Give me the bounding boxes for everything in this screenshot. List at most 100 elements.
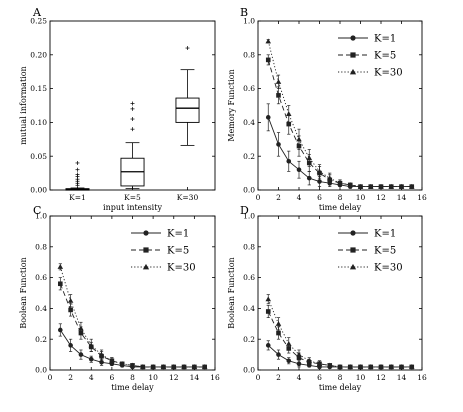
data-point [286,121,292,127]
y-tick-label: 0.0 [243,366,255,375]
data-point [357,183,364,189]
panel-letter: B [240,6,248,19]
x-tick-label: 8 [130,373,135,382]
y-tick-label: 1.0 [35,212,47,221]
box-1 [65,160,90,191]
legend: K=1 K=5 K=30 [338,229,403,274]
series-k-1 [265,103,415,189]
panel-b: 0.0 0.2 0.4 0.6 0.8 1.0 0 2 4 6 8 10 12 14 16 K=1 K=5 K=3… [227,6,427,212]
legend-marker [350,247,356,253]
y-tick-label: 0.8 [243,50,255,59]
data-point [326,175,333,181]
legend-marker [350,52,356,58]
series-k-1 [58,323,207,370]
data-point [286,358,292,364]
data-point [337,364,343,369]
y-tick-label: 0.0 [35,366,47,375]
data-point [68,307,73,313]
data-point [276,352,281,357]
data-point [67,297,74,303]
x-tick-label: 14 [397,373,407,382]
series-line [59,329,205,368]
data-point [296,167,302,173]
series-k-30 [265,38,415,189]
x-axis-label: time delay [319,203,362,212]
y-tick-label: 0.0 [243,186,255,195]
legend-label: K=5 [374,246,396,257]
series-line [267,117,412,188]
box-3 [175,46,200,146]
data-point [265,309,271,314]
y-tick-label: 0.2 [243,152,255,161]
legend: K=1 K=5 K=30 [338,34,403,79]
legend-label: K=30 [167,263,196,274]
data-point [276,330,281,336]
panel-a: 0.00 0.05 0.10 0.15 0.20 0.25 K=1 K=5 K=30 Ainput… [19,6,216,212]
outlier-marker [130,117,135,122]
data-point [326,362,333,368]
outlier-marker [130,127,135,132]
y-tick-label: 0.00 [30,186,47,195]
y-tick-label: 0.15 [30,84,47,93]
x-tick-label: 10 [148,373,158,382]
legend-marker [350,230,356,236]
x-tick-label: K=1 [69,193,86,202]
data-point [285,341,292,346]
data-point [109,358,115,363]
series-k-30 [265,294,415,369]
y-tick-label: 0.6 [243,273,255,282]
plot-frame [49,215,216,371]
y-tick-label: 0.25 [30,17,47,26]
data-point [191,364,198,369]
y-tick-label: 0.2 [35,335,47,344]
data-point [398,183,405,189]
x-tick-label: 2 [68,373,73,382]
outlier-marker [75,167,80,172]
y-tick-label: 0.20 [30,50,47,59]
legend-marker [143,247,149,253]
x-tick-label: 14 [397,193,407,202]
data-point [160,364,167,369]
legend-label: K=1 [374,229,396,240]
legend-label: K=1 [167,229,189,240]
x-axis-label: time delay [111,383,154,392]
data-point [68,343,73,348]
legend-label: K=1 [374,34,396,45]
data-point [316,361,323,366]
data-point [129,362,136,368]
data-point [285,111,292,117]
x-tick-label: 4 [89,373,94,382]
x-tick-label: 0 [256,193,261,202]
y-tick-label: 0.8 [35,242,47,251]
plot-frame [257,215,423,371]
legend-marker [143,230,149,236]
x-axis-label: time delay [319,383,362,392]
data-point [276,142,281,147]
legend-label: K=30 [374,68,403,79]
series-line [59,266,205,368]
legend-marker [349,263,357,270]
data-point [98,351,105,357]
data-point [347,364,354,369]
data-point [181,364,187,369]
outlier-marker [130,106,135,111]
x-tick-label: 8 [338,193,343,202]
data-point [367,364,374,369]
data-point [306,358,313,363]
x-tick-label: 4 [297,193,302,202]
legend-label: K=5 [374,51,396,62]
data-point [265,343,271,348]
data-point [201,364,208,369]
x-tick-label: 16 [417,373,427,382]
x-tick-label: 0 [48,373,53,382]
x-tick-label: K=5 [124,193,141,202]
panel-letter: A [32,6,42,19]
data-point [140,364,146,369]
plot-frame [257,20,423,191]
data-point [388,364,395,369]
data-point [296,361,302,367]
data-point [265,115,271,120]
x-tick-label: 10 [356,373,366,382]
data-point [265,57,271,63]
y-tick-label: 1.0 [243,212,255,221]
